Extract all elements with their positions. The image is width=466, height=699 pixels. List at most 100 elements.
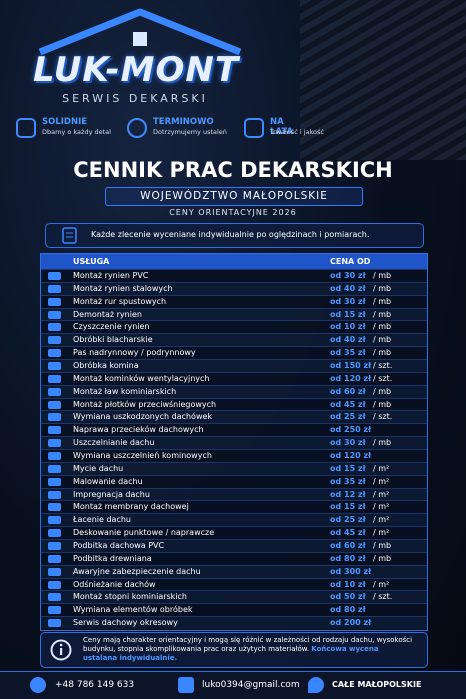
roof-photo [300,0,466,160]
unit: / mb [373,322,392,332]
service-name: Serwis dachowy okresowy [73,618,178,628]
price: od 10 zł [330,322,366,332]
table-row: Demontaż rynien od 15 zł / mb [41,307,427,321]
feature-title: SOLIDNIE [42,117,88,127]
unit: / mb [373,335,392,345]
unit: / mb [373,438,392,448]
tagline: SERWIS DEKARSKI [62,92,208,105]
service-name: Montaż kominków wentylacyjnych [73,373,210,383]
table-row: Pas nadrynnowy / podrynnowy od 35 zł / mb [41,346,427,359]
service-icon [48,503,61,512]
service-icon [48,490,61,499]
service-icon [48,439,61,448]
email[interactable]: luko0394@gmail.com [202,680,300,690]
price: od 120 zł [330,373,372,383]
table-row: Impregnacja dachu od 12 zł / m² [41,487,427,501]
table-row: Obróbki blacharskie od 40 zł / mb [41,333,427,347]
price: od 15 zł [330,463,366,473]
table-row: Malowanie dachu od 35 zł / m² [41,474,427,488]
service-icon [48,593,61,602]
price: od 10 zł [330,579,366,589]
price: od 60 zł [330,541,366,550]
service-name: Wymiana uszkodzonych dachówek [73,412,213,422]
unit: / m² [373,476,390,486]
service-name: Obróbka komina [73,361,139,370]
price: od 35 zł [330,476,366,486]
service-name: Mycie dachu [73,463,124,473]
service-icon [48,452,61,460]
service-icon [48,426,61,435]
area-icon [308,677,324,693]
price: od 30 zł [330,296,366,306]
service-icon [48,580,61,589]
unit: / mb [373,283,392,293]
price: od 45 zł [330,528,366,538]
note: Ceny mają charakter orientacyjny i mogą … [83,636,413,663]
table-row: Uszczelnianie dachu od 30 zł / mb [41,436,427,449]
unit: / mb [373,399,392,409]
unit: / m² [373,502,390,512]
feature-text: Trwałość i jakość [270,128,324,136]
table-row: Obróbka komina od 150 zł / szt. [41,359,427,372]
service-icon [48,516,61,525]
table-row: Montaż stopni kominiarskich od 50 zł / szt… [41,590,427,604]
service-name: Wymiana uszczelnień kominowych [73,451,212,460]
price: od 25 zł [330,412,366,422]
table-header [41,254,427,269]
service-name: Montaż rynien stalowych [73,283,173,293]
service-name: Czyszczenie rynien [73,322,150,332]
service-name: Montaż rynien PVC [73,271,149,280]
price: od 15 zł [330,502,366,512]
price: od 40 zł [330,283,366,293]
table-row: Wymiana uszczelnień kominowych od 120 zł [41,449,427,462]
service-icon [48,297,61,306]
unit: / mb [373,271,392,280]
table-row: Wymiana uszkodzonych dachówek od 25 zł / s… [41,410,427,424]
table-row: Mycie dachu od 15 zł / m² [41,461,427,475]
service-icon [48,477,61,486]
price: od 150 zł [330,361,372,370]
info-icon [62,227,77,244]
price: od 35 zł [330,348,366,358]
service-name: Wymiana elementów obróbek [73,605,193,615]
service-name: Awaryjne zabezpieczenie dachu [73,566,201,576]
note-box: Ceny mają charakter orientacyjny i mogą … [40,632,428,668]
title: CENNIK PRAC DEKARSKICH [73,158,393,182]
service-icon [48,464,61,473]
service-name: Uszczelnianie dachu [73,438,155,448]
phone[interactable]: +48 786 149 633 [55,680,135,690]
service-icon [48,374,61,383]
unit: / mb [373,541,392,550]
table-row: Montaż membrany dachowej od 15 zł / m² [41,500,427,513]
unit: / mb [373,296,392,306]
region: WOJEWÓDZTWO MAŁOPOLSKIE [105,187,363,206]
price: od 30 zł [330,438,366,448]
service-icon [48,310,61,319]
service-name: Montaż płotków przeciwśniegowych [73,399,217,409]
info-box: Każde zlecenie wyceniane indywidualnie p… [45,223,424,248]
feature-text: Dotrzymujemy ustaleń [153,128,227,136]
service-icon [48,529,61,538]
unit: / szt. [373,412,393,422]
table-row: Odśnieżanie dachów od 10 zł / m² [41,577,427,591]
feature-text: Dbamy o każdy detal [42,128,111,136]
service-name: Malowanie dachu [73,476,143,486]
price: od 200 zł [330,618,372,628]
unit: / mb [373,553,392,563]
table-row: Montaż kominków wentylacyjnych od 120 zł /… [41,371,427,385]
subtitle: CENY ORIENTACYJNE 2026 [169,208,297,217]
table-row: Awaryjne zabezpieczenie dachu od 300 zł [41,564,427,578]
service-icon [48,387,61,396]
table-row: Montaż rynien PVC od 30 zł / mb [41,269,427,282]
table-row: Wymiana elementów obróbek od 80 zł [41,603,427,616]
service-icon [48,272,61,280]
email-icon [178,677,194,693]
unit: / m² [373,463,390,473]
service-name: Podbitka drewniana [73,553,152,563]
phone-icon [30,677,46,693]
table-row: Naprawa przecieków dachowych od 250 zł [41,423,427,436]
feature-title: TERMINOWO [153,117,214,127]
price: od 40 zł [330,335,366,345]
service-icon [48,542,61,550]
table-body: Montaż rynien PVC od 30 zł / mb Montaż ryni… [41,269,427,629]
